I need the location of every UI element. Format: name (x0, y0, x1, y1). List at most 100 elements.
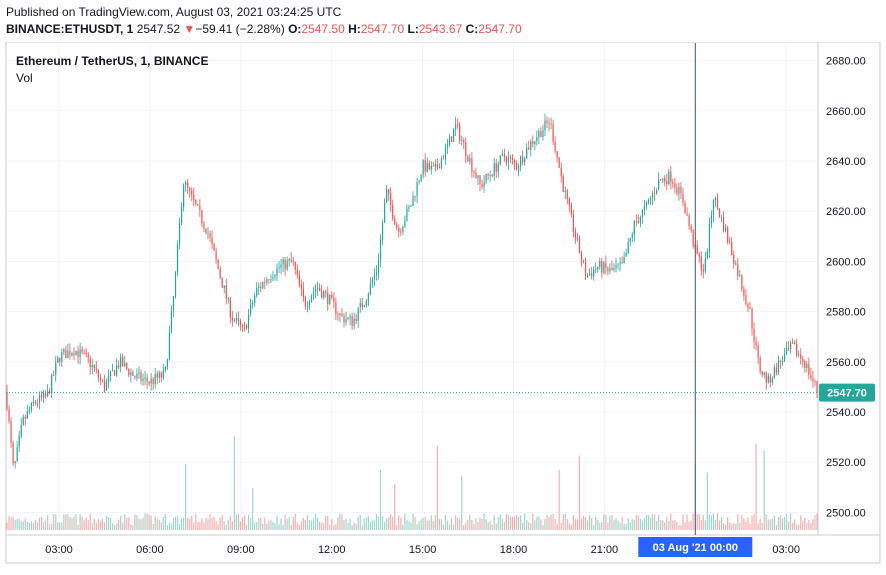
candle-down (605, 262, 607, 269)
candle-down (637, 221, 639, 223)
volume-bar (345, 518, 347, 530)
volume-bar (568, 523, 570, 530)
candle-down (755, 341, 757, 346)
candle-down (611, 268, 613, 270)
candle-up (357, 307, 359, 321)
volume-bar (158, 519, 160, 530)
chart-frame[interactable]: 2500.00 2520.00 2540.00 2560.00 2580.00 2600.… (0, 41, 886, 570)
volume-bar (613, 520, 615, 530)
volume-bar (436, 446, 438, 530)
volume-bar (132, 525, 134, 530)
candle-up (176, 244, 179, 272)
candle-down (337, 314, 339, 316)
candle-up (418, 180, 420, 183)
candle-up (180, 206, 183, 224)
volume-bar (282, 524, 284, 530)
candle-up (477, 175, 479, 179)
time-axis[interactable]: 03:00 06:00 09:00 12:00 15:00 18:00 21:00 03:00 (6, 534, 880, 556)
candle-up (668, 171, 670, 185)
candle-up (798, 354, 800, 356)
candle-up (586, 275, 589, 277)
volume-bar (140, 519, 142, 530)
volume-bar (306, 515, 309, 530)
volume-bar (800, 515, 802, 530)
candle-up (629, 237, 631, 242)
price-chart[interactable]: 2500.00 2520.00 2540.00 2560.00 2580.00 2600.… (0, 41, 886, 570)
candle-layer[interactable] (6, 113, 818, 469)
candle-down (87, 354, 89, 358)
candle-down (341, 313, 343, 316)
candle-up (647, 200, 650, 202)
candle-up (615, 265, 617, 268)
candle-up (422, 160, 424, 175)
symbol-name[interactable]: BINANCE:ETHUSDT, 1 (6, 22, 134, 36)
candle-down (757, 345, 759, 358)
candle-up (631, 234, 633, 238)
candle-up (164, 366, 166, 371)
volume-bar (55, 514, 57, 530)
candle-up (453, 129, 455, 142)
volume-bar (130, 524, 132, 530)
price-axis[interactable]: 2500.00 2520.00 2540.00 2560.00 2580.00 2600.… (817, 43, 866, 535)
candle-up (426, 162, 428, 172)
volume-bar (83, 520, 85, 530)
volume-bar (286, 518, 288, 530)
candle-up (781, 361, 784, 363)
candle-up (599, 261, 601, 267)
candle-down (556, 151, 558, 158)
candle-up (262, 282, 264, 288)
candle-down (10, 421, 12, 443)
volume-bar (239, 521, 242, 530)
volume-bar (347, 522, 349, 530)
volume-bar (759, 518, 761, 530)
candle-down (65, 349, 67, 359)
volume-bar (773, 515, 775, 530)
volume-bar (213, 516, 215, 530)
candle-up (619, 262, 621, 265)
price-tick-label: 2660.00 (826, 106, 866, 118)
volume-bar (146, 513, 148, 530)
candle-up (402, 226, 404, 232)
time-tick-label: 18:00 (500, 544, 528, 556)
volume-bar (457, 517, 459, 530)
candle-up (416, 182, 418, 197)
candle-up (375, 272, 378, 276)
candle-down (213, 243, 215, 251)
volume-bar (71, 518, 73, 530)
candle-up (386, 189, 388, 203)
candle-up (381, 222, 384, 240)
volume-bar (471, 519, 473, 530)
volume-bar (371, 520, 374, 530)
candle-down (804, 361, 806, 368)
candle-down (197, 204, 199, 206)
candle-down (229, 298, 231, 318)
volume-bar (731, 523, 733, 530)
candle-down (570, 205, 572, 214)
volume-bar (586, 520, 589, 530)
volume-bar (570, 524, 572, 530)
candle-down (666, 181, 668, 185)
volume-bar (134, 514, 136, 530)
candle-down (193, 194, 195, 201)
candle-up (130, 372, 132, 376)
open-value: 2547.50 (301, 22, 345, 36)
candle-up (254, 295, 256, 304)
candle-down (800, 354, 802, 359)
candle-down (769, 375, 771, 383)
candle-up (266, 279, 268, 283)
volume-bar (49, 524, 51, 530)
candle-down (722, 217, 725, 232)
volume-bar (36, 522, 39, 530)
volume-bar (690, 520, 692, 530)
volume-bar (229, 516, 231, 530)
candle-up (353, 318, 355, 326)
candle-up (168, 332, 171, 360)
candle-down (128, 368, 130, 376)
candle-up (383, 202, 386, 223)
price-tick-label: 2560.00 (826, 357, 866, 369)
candle-down (698, 253, 700, 257)
volume-bar (250, 518, 252, 530)
volume-bar (420, 519, 422, 530)
volume-bar (237, 513, 240, 530)
candle-up (278, 267, 280, 269)
